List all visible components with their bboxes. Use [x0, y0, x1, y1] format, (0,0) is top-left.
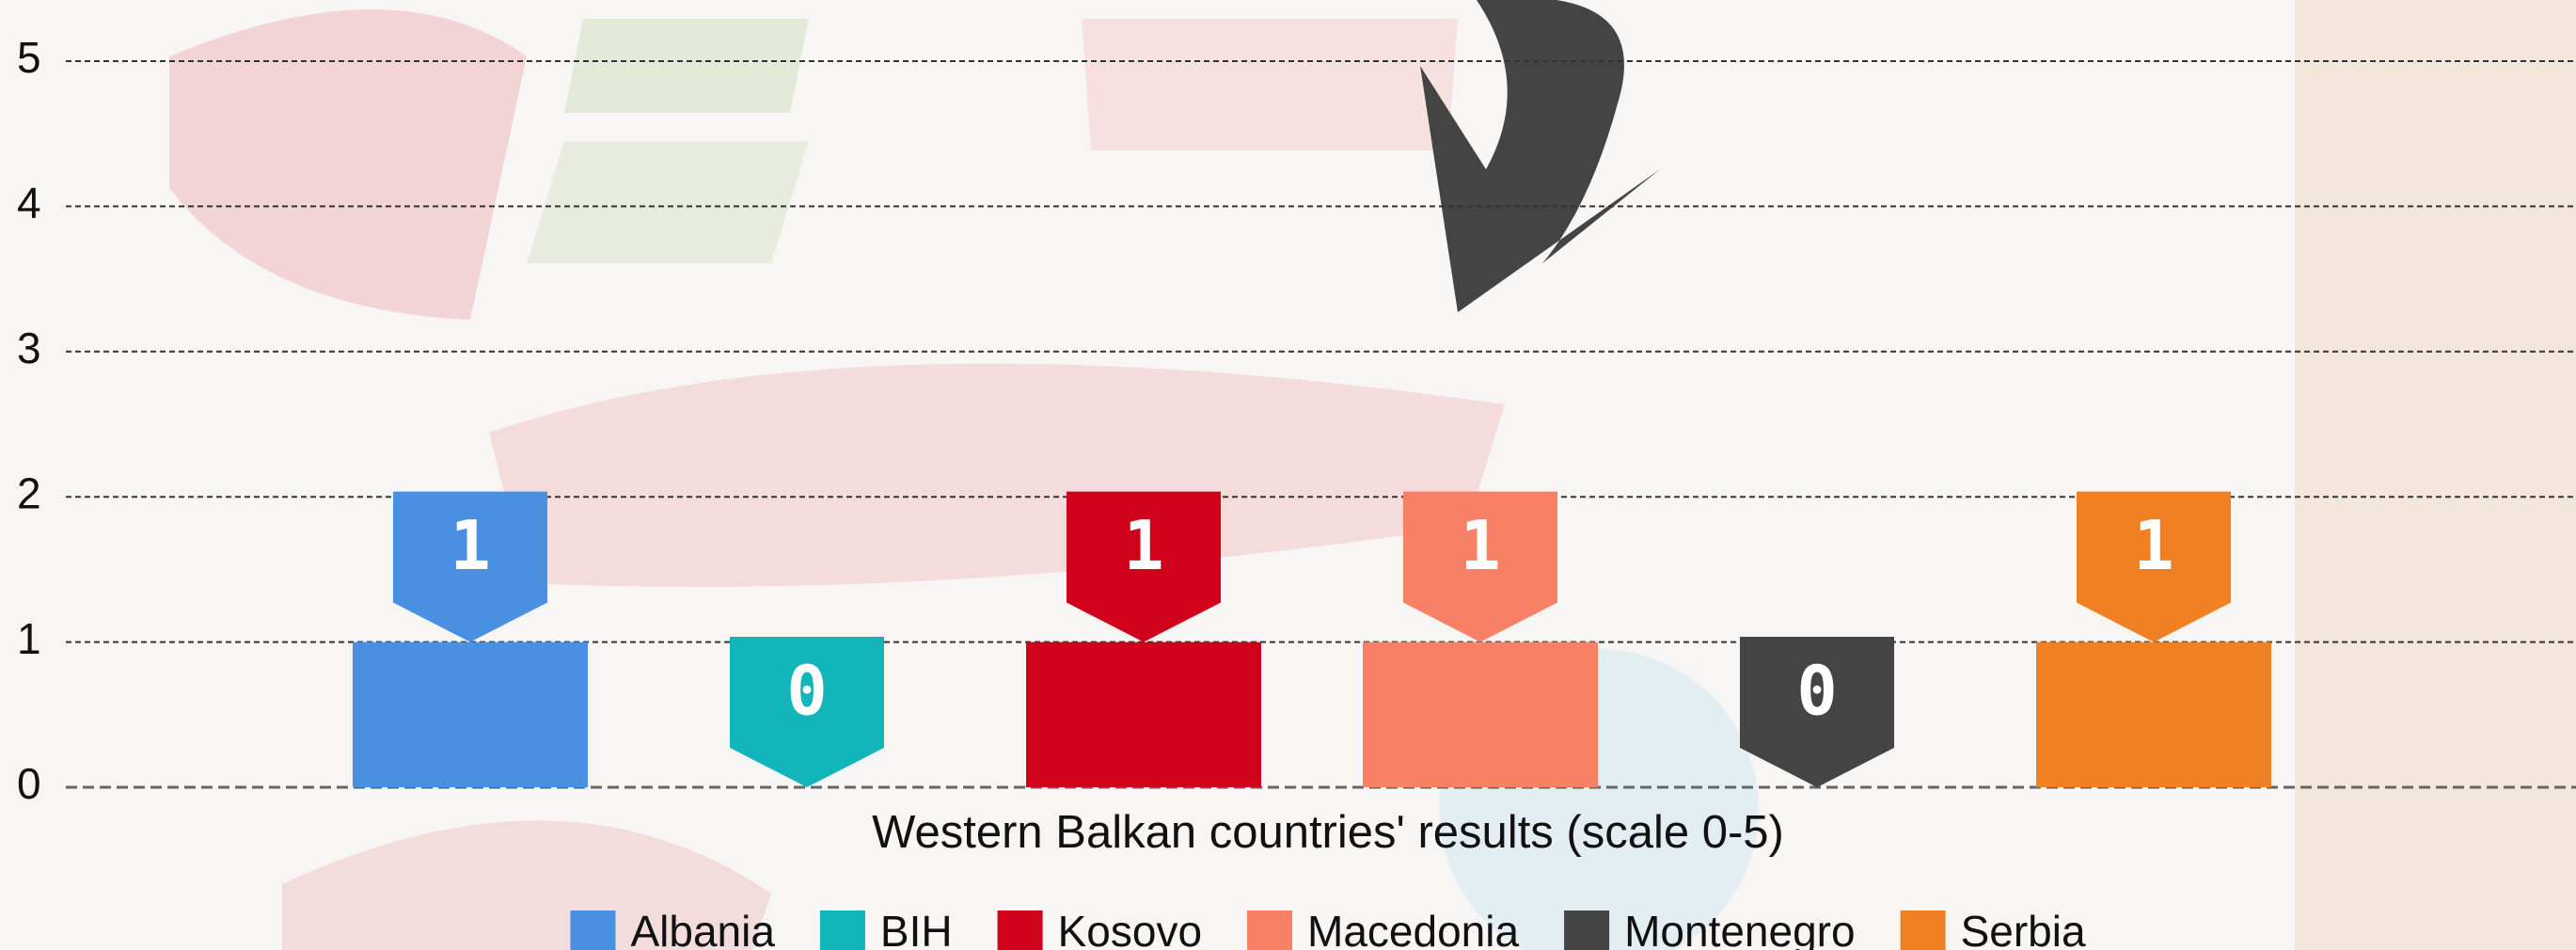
- chart: Western Balkan countries' results (scale…: [0, 0, 2576, 950]
- value-label: 1: [1460, 506, 1500, 585]
- value-label: 1: [2133, 506, 2173, 585]
- legend-label: BIH: [880, 907, 953, 950]
- legend-swatch: [998, 910, 1043, 950]
- legend-label: Albania: [630, 907, 775, 950]
- y-tick-label: 2: [17, 468, 41, 517]
- legend-label: Serbia: [1961, 907, 2086, 950]
- bar: [353, 642, 588, 787]
- legend-swatch: [570, 910, 615, 950]
- value-label: 0: [786, 652, 827, 731]
- legend-swatch: [1564, 910, 1609, 950]
- y-tick-label: 5: [17, 33, 41, 82]
- legend-label: Macedonia: [1307, 907, 1519, 950]
- y-tick-label: 0: [17, 759, 41, 808]
- y-tick-label: 4: [17, 179, 41, 228]
- legend-swatch: [1901, 910, 1946, 950]
- y-tick-label: 1: [17, 614, 41, 663]
- value-label: 1: [450, 506, 490, 585]
- bar: [1026, 642, 1261, 787]
- bar: [1363, 642, 1598, 787]
- legend-swatch: [820, 910, 865, 950]
- legend-label: Kosovo: [1058, 907, 1202, 950]
- bar: [2036, 642, 2271, 787]
- legend-label: Montenegro: [1624, 907, 1856, 950]
- y-tick-label: 3: [17, 324, 41, 372]
- value-label: 1: [1123, 506, 1163, 585]
- x-axis-title: Western Balkan countries' results (scale…: [872, 807, 1784, 858]
- legend-swatch: [1247, 910, 1292, 950]
- value-label: 0: [1796, 652, 1837, 731]
